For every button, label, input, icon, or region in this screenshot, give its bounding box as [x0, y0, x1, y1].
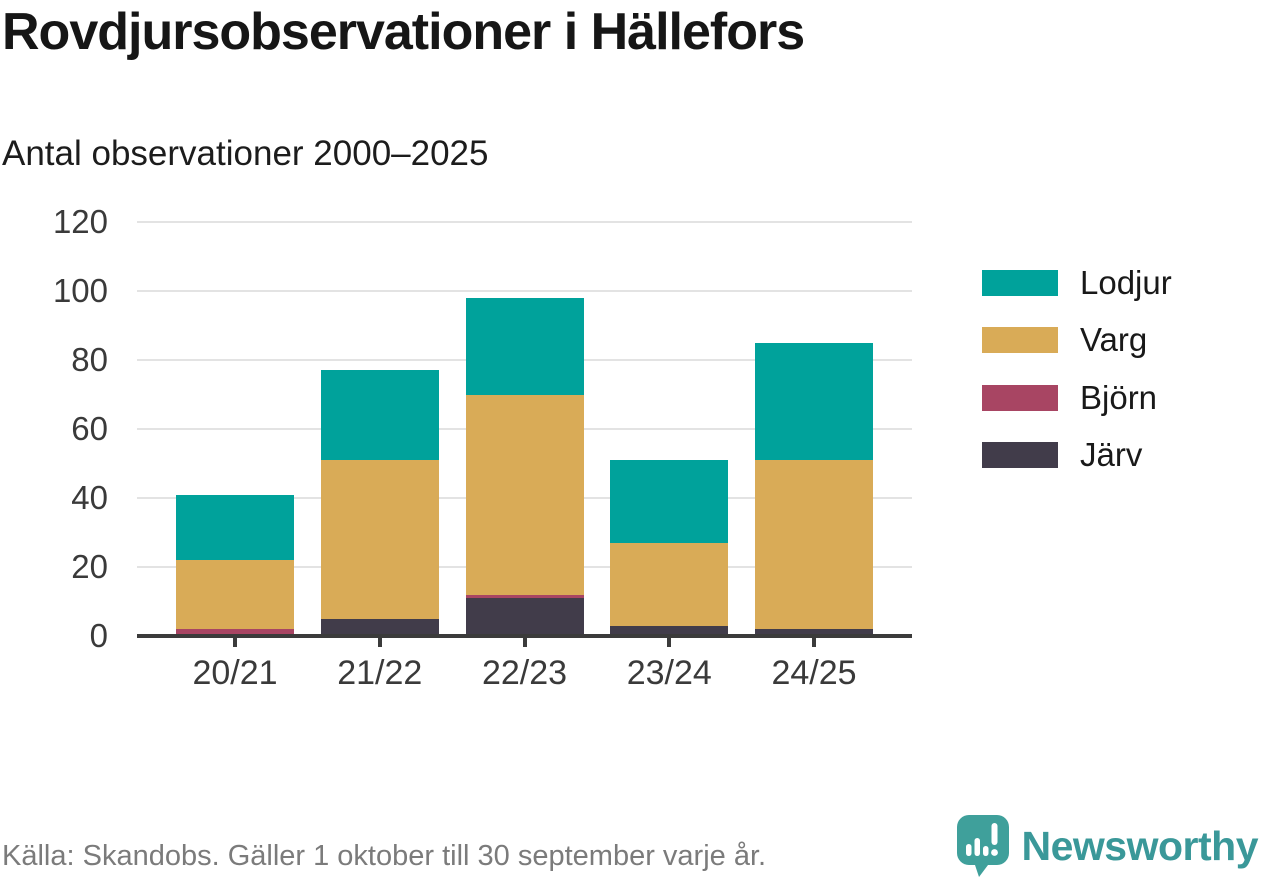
- x-tick-21-22: [377, 636, 382, 647]
- bar-segment-lodjur-23-24: [610, 460, 729, 543]
- brand-name: Newsworthy: [1021, 823, 1259, 869]
- gridline-y-100: [137, 290, 912, 292]
- x-tick-20-21: [233, 636, 237, 647]
- legend-label-järv: Järv: [1080, 435, 1143, 473]
- bar-segment-järv-21-22: [320, 618, 439, 636]
- plot-area: 20/21 21/22 22/23 23/24 24/25: [137, 221, 912, 692]
- x-tick-label-22-23: 22/23: [481, 654, 568, 692]
- bar-segment-lodjur-20-21: [176, 494, 294, 561]
- bar-segment-varg-23-24: [610, 542, 729, 626]
- x-tick-label-20-21: 20/21: [192, 654, 278, 692]
- bar-segment-lodjur-21-22: [320, 370, 439, 461]
- bar-segment-varg-21-22: [320, 460, 439, 619]
- bar-segment-järv-22-23: [465, 598, 584, 636]
- bar-segment-varg-24-25: [755, 460, 873, 630]
- x-tick-22-23: [522, 636, 527, 647]
- y-tick-label-120: 120: [52, 203, 108, 240]
- legend-item-björn: Björn: [982, 378, 1157, 418]
- bar-segment-järv-23-24: [610, 625, 729, 636]
- bar-segment-lodjur-22-23: [465, 297, 584, 395]
- bar-segment-varg-20-21: [176, 560, 294, 630]
- y-tick-label-80: 80: [71, 341, 108, 378]
- bar-segment-varg-22-23: [465, 394, 584, 595]
- legend-swatch-björn: [982, 384, 1058, 411]
- legend-label-varg: Varg: [1080, 321, 1148, 359]
- legend-label-lodjur: Lodjur: [1080, 264, 1172, 301]
- gridline-y-120: [137, 221, 912, 223]
- legend-item-varg: Varg: [982, 320, 1147, 360]
- legend-item-lodjur: Lodjur: [982, 263, 1172, 303]
- y-tick-label-100: 100: [52, 272, 108, 309]
- bar-segment-björn-22-23: [465, 594, 584, 599]
- x-tick-label-21-22: 21/22: [337, 654, 423, 692]
- legend-swatch-lodjur: [982, 270, 1058, 296]
- legend-swatch-järv: [982, 441, 1058, 468]
- x-tick-23-24: [667, 636, 672, 647]
- bar-segment-björn-20-21: [176, 629, 294, 636]
- legend-label-björn: Björn: [1080, 378, 1158, 416]
- y-tick-label-60: 60: [71, 410, 108, 447]
- x-tick-label-24-25: 24/25: [771, 654, 857, 692]
- chart-subtitle: Antal observationer 2000–2025: [2, 134, 489, 173]
- legend-swatch-varg: [982, 327, 1058, 354]
- chart-title: Rovdjursobservationer i Hällefors: [2, 3, 805, 61]
- newsworthy-logo-icon: [956, 815, 1009, 877]
- x-tick-label-23-24: 23/24: [626, 654, 712, 692]
- y-tick-label-0: 0: [89, 617, 108, 654]
- source-note: Källa: Skandobs. Gäller 1 oktober till 3…: [2, 840, 767, 872]
- legend-item-järv: Järv: [982, 435, 1142, 475]
- brand-lockup: Newsworthy: [956, 814, 1259, 878]
- bar-segment-lodjur-24-25: [755, 342, 873, 461]
- bar-segment-järv-24-25: [755, 629, 873, 636]
- y-tick-label-40: 40: [71, 479, 108, 516]
- y-tick-label-20: 20: [71, 548, 108, 585]
- x-tick-24-25: [812, 636, 816, 647]
